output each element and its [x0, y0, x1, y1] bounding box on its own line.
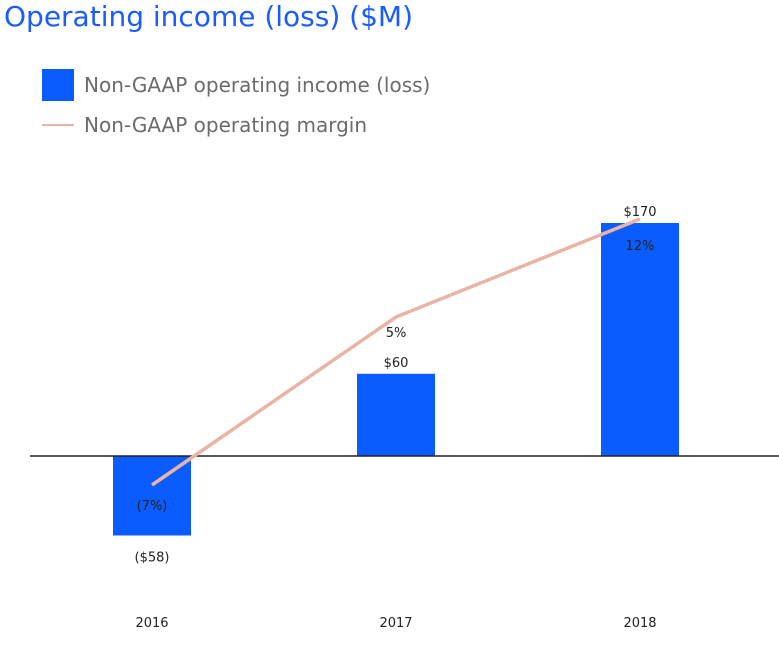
bar-2017 — [357, 373, 435, 456]
legend-label-operating-income: Non-GAAP operating income (loss) — [84, 73, 431, 97]
margin-label-2016: (7%) — [137, 499, 168, 514]
legend-item-operating-margin: Non-GAAP operating margin — [42, 110, 367, 140]
margin-label-2018: 12% — [626, 239, 655, 254]
x-tick-label-2017: 2017 — [379, 616, 412, 631]
legend-item-operating-income: Non-GAAP operating income (loss) — [42, 69, 431, 101]
margin-label-2017: 5% — [386, 326, 407, 341]
bar-value-label-2018: $170 — [623, 205, 656, 220]
bar-2018 — [601, 223, 679, 456]
x-tick-label-2018: 2018 — [623, 616, 656, 631]
margin-line — [151, 217, 641, 487]
bar-value-label-2016: ($58) — [135, 550, 170, 565]
bar-2016 — [113, 456, 191, 536]
legend-label-operating-margin: Non-GAAP operating margin — [84, 113, 368, 137]
x-tick-label-2016: 2016 — [135, 616, 168, 631]
legend-line-swatch — [42, 124, 74, 126]
bar-value-label-2017: $60 — [384, 356, 409, 371]
legend-bar-swatch — [42, 69, 74, 101]
chart-title: Operating income (loss) ($M) — [4, 0, 413, 33]
